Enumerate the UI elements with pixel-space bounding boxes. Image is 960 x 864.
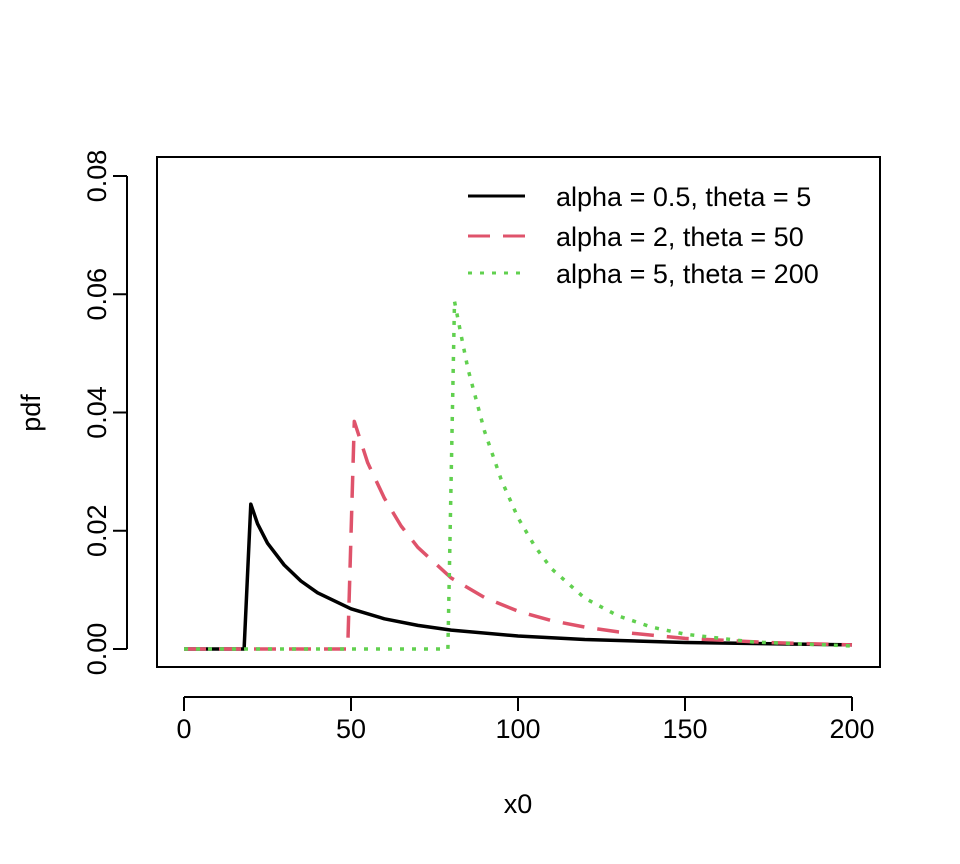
x-tick-label: 200 [829, 714, 874, 744]
y-tick-label: 0.04 [82, 386, 112, 439]
legend-label-series-3: alpha = 5, theta = 200 [556, 259, 819, 289]
series-line-3 [184, 299, 853, 651]
y-axis-title: pdf [16, 394, 46, 432]
legend: alpha = 0.5, theta = 5 alpha = 2, theta … [468, 182, 819, 289]
series-line-1 [184, 502, 853, 651]
series-line-2 [184, 419, 853, 651]
legend-label-series-1: alpha = 0.5, theta = 5 [556, 182, 811, 212]
x-axis-title: x0 [504, 789, 533, 819]
x-tick-label: 50 [336, 714, 366, 744]
plot-frame [156, 156, 881, 668]
y-tick-label: 0.02 [82, 504, 112, 557]
y-tick-label: 0.08 [82, 150, 112, 203]
x-tick-label: 100 [495, 714, 540, 744]
x-tick-label: 0 [176, 714, 191, 744]
x-tick-label: 150 [662, 714, 707, 744]
y-tick-label: 0.06 [82, 268, 112, 321]
y-tick-label: 0.00 [82, 623, 112, 676]
legend-label-series-2: alpha = 2, theta = 50 [556, 222, 804, 252]
